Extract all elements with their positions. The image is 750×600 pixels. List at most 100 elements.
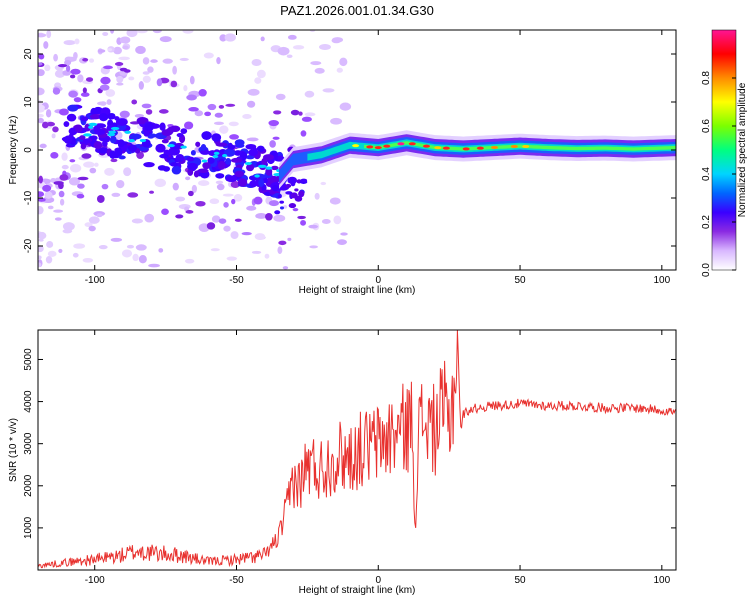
spectral-blob-faint bbox=[89, 58, 95, 63]
spectral-peak bbox=[408, 142, 416, 146]
spectral-blob-strong bbox=[79, 135, 86, 140]
spectral-blob-faint bbox=[61, 164, 69, 170]
colorbar-tick-label: 0.8 bbox=[701, 71, 712, 85]
spectral-blob-strong bbox=[249, 180, 258, 188]
spectral-blob-strong bbox=[74, 124, 83, 133]
spectral-blob-faint bbox=[308, 224, 319, 229]
spectral-blob-strong bbox=[94, 129, 106, 135]
spectral-peak bbox=[462, 147, 470, 151]
spectral-blob-faint bbox=[219, 125, 229, 134]
spectral-blob-mid bbox=[204, 111, 212, 117]
colorbar-tick-label: 0.4 bbox=[701, 167, 712, 181]
spectral-blob-faint bbox=[322, 88, 335, 93]
spectral-blob-faint bbox=[185, 176, 191, 181]
spectral-blob-faint bbox=[135, 45, 146, 54]
spectral-blob-faint bbox=[74, 38, 80, 45]
spectral-blob-faint bbox=[304, 90, 315, 98]
spectral-hotspot bbox=[124, 130, 131, 134]
spectral-blob-faint bbox=[333, 215, 342, 225]
spectral-blob-faint bbox=[45, 255, 53, 264]
spectral-blob-mid bbox=[188, 107, 199, 112]
spectral-blob-strong bbox=[202, 162, 211, 170]
spectral-blob-mid bbox=[42, 184, 52, 192]
spectral-blob-strong bbox=[107, 113, 116, 120]
spectral-blob-strong bbox=[285, 183, 292, 188]
snr-ytick-label: 2000 bbox=[23, 474, 34, 497]
spectral-blob-faint bbox=[111, 192, 121, 197]
spectral-blob-strong bbox=[66, 113, 77, 122]
spectral-blob-strong bbox=[147, 134, 155, 139]
spectral-blob-faint bbox=[142, 75, 151, 83]
spectral-blob-faint bbox=[134, 113, 144, 118]
spectral-blob-faint bbox=[73, 243, 86, 249]
snr-ytick-label: 3000 bbox=[23, 432, 34, 455]
spectral-blob-faint bbox=[123, 167, 132, 177]
spectral-blob-faint bbox=[260, 36, 265, 42]
spectral-blob-mid bbox=[110, 158, 118, 163]
spectral-blob-mid bbox=[114, 61, 124, 66]
spectral-blob-mid bbox=[96, 194, 105, 203]
spectral-blob-mid bbox=[101, 183, 109, 190]
spectral-blob-faint bbox=[39, 143, 47, 149]
spectral-blob-faint bbox=[339, 102, 352, 111]
spectral-blob-mid bbox=[231, 198, 236, 205]
spectral-blob-faint bbox=[62, 222, 75, 231]
spectral-blob-faint bbox=[138, 254, 147, 264]
spectral-blob-faint bbox=[211, 215, 221, 223]
spectral-blob-faint bbox=[119, 36, 131, 44]
spectral-blob-mid bbox=[230, 180, 240, 189]
spectrogram-xtick-label: 50 bbox=[514, 275, 526, 286]
spectral-blob-faint bbox=[128, 76, 135, 81]
spectral-blob-strong bbox=[288, 202, 297, 209]
spectral-blob-faint bbox=[45, 109, 52, 118]
spectral-hotspot bbox=[83, 133, 92, 137]
spectral-blob-faint bbox=[77, 74, 84, 83]
spectral-blob-strong bbox=[277, 194, 282, 199]
spectral-blob-faint bbox=[47, 250, 57, 257]
spectral-blob-mid bbox=[58, 190, 65, 198]
spectral-blob-mid bbox=[186, 94, 197, 101]
spectral-blob-faint bbox=[44, 191, 53, 199]
spectral-blob-faint bbox=[84, 222, 93, 228]
spectral-blob-faint bbox=[228, 121, 239, 127]
spectral-blob-faint bbox=[336, 239, 347, 245]
spectral-blob-faint bbox=[135, 244, 147, 251]
spectral-blob-strong bbox=[217, 160, 226, 170]
spectral-blob-faint bbox=[38, 238, 44, 242]
spectral-blob-faint bbox=[321, 218, 331, 224]
spectral-blob-faint bbox=[310, 61, 322, 66]
spectral-blob-mid bbox=[158, 109, 169, 114]
spectral-blob-strong bbox=[63, 121, 70, 127]
spectral-blob-faint bbox=[131, 218, 144, 224]
spectral-blob-mid bbox=[272, 136, 280, 140]
spectral-blob-faint bbox=[283, 205, 288, 209]
spectral-blob-strong bbox=[80, 143, 87, 150]
spectral-blob-faint bbox=[158, 248, 164, 253]
spectral-peak bbox=[476, 146, 484, 150]
spectral-hotspot bbox=[88, 125, 94, 129]
spectral-blob-mid bbox=[77, 183, 85, 189]
spectral-hotspot bbox=[244, 161, 252, 166]
spectral-hotspot bbox=[110, 126, 120, 131]
spectral-blob-strong bbox=[116, 147, 123, 157]
spectrogram-ytick-label: -20 bbox=[23, 238, 34, 253]
spectral-peak bbox=[352, 144, 360, 148]
spectral-blob-strong bbox=[159, 122, 166, 131]
spectral-blob-strong bbox=[157, 165, 167, 171]
colorbar-label: Normalized spectral amplitude bbox=[737, 82, 748, 217]
spectral-blob-strong bbox=[129, 133, 142, 140]
spectral-hotspot bbox=[222, 154, 228, 158]
spectrogram-ylabel: Frequency (Hz) bbox=[8, 116, 19, 185]
spectral-blob-faint bbox=[59, 198, 65, 206]
spectral-blob-mid bbox=[69, 159, 76, 163]
spectral-blob-strong bbox=[89, 113, 102, 120]
spectral-blob-faint bbox=[113, 46, 122, 55]
spectral-blob-faint bbox=[210, 248, 220, 252]
spectral-blob-faint bbox=[38, 69, 45, 77]
spectral-blob-strong bbox=[279, 200, 285, 204]
spectral-blob-faint bbox=[226, 256, 238, 261]
spectral-blob-faint bbox=[277, 246, 283, 254]
spectral-blob-faint bbox=[64, 59, 72, 66]
spectral-blob-faint bbox=[136, 30, 148, 34]
